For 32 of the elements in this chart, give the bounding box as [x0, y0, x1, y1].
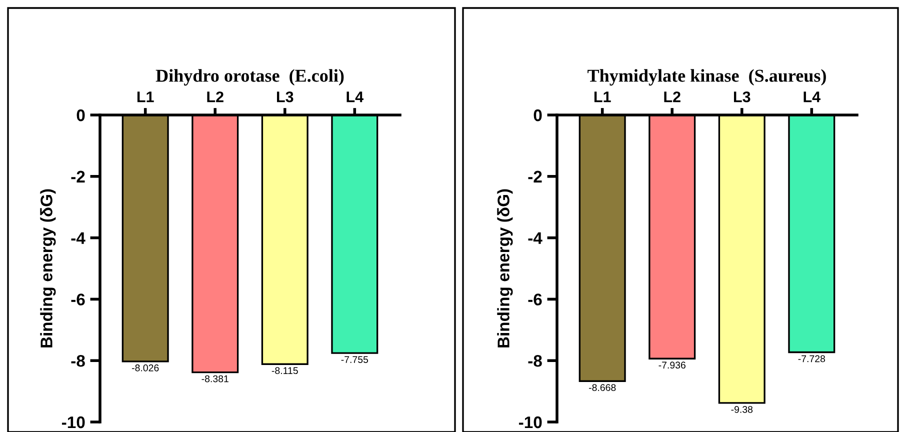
x-tick-label: L2	[664, 91, 680, 102]
y-tick-label: -4	[71, 232, 86, 244]
y-tick-label: -2	[528, 170, 542, 182]
x-tick-label: L4	[804, 92, 820, 102]
y-axis-title: Binding energy (δG)	[497, 189, 513, 348]
y-tick-label: -8	[528, 355, 542, 367]
y-tick-label: -10	[518, 416, 542, 428]
data-label: -8.115	[272, 367, 298, 374]
x-tick-label: L1	[137, 92, 154, 102]
y-tick-label: -2	[71, 170, 85, 182]
y-tick-label: -6	[528, 294, 542, 306]
y-tick-label: 0	[76, 109, 85, 122]
y-tick-label: -4	[528, 232, 542, 244]
x-tick-label: L3	[734, 91, 750, 102]
x-tick-label: L3	[276, 91, 294, 102]
y-axis-title: Binding energy (δG)	[40, 189, 56, 348]
x-tick-label: L1	[594, 92, 611, 102]
y-tick-label: 0	[534, 109, 542, 122]
y-tick-label: -6	[71, 294, 85, 306]
chart-title: Dihydro orotase (E.coli)	[156, 69, 344, 86]
data-label: -7.936	[658, 362, 686, 369]
data-label: -8.381	[202, 375, 228, 382]
data-label: -9.38	[731, 406, 753, 413]
y-tick-label: -10	[62, 416, 85, 428]
data-label: -8.668	[589, 384, 616, 392]
chart-title: Thymidylate kinase (S.aureus)	[588, 69, 826, 86]
x-tick-label: L2	[207, 91, 224, 102]
x-tick-label: L4	[346, 92, 364, 102]
data-label: -7.755	[341, 356, 368, 363]
data-label: -7.728	[798, 355, 826, 362]
y-tick-label: -8	[71, 355, 85, 367]
data-label: -8.026	[132, 364, 159, 372]
